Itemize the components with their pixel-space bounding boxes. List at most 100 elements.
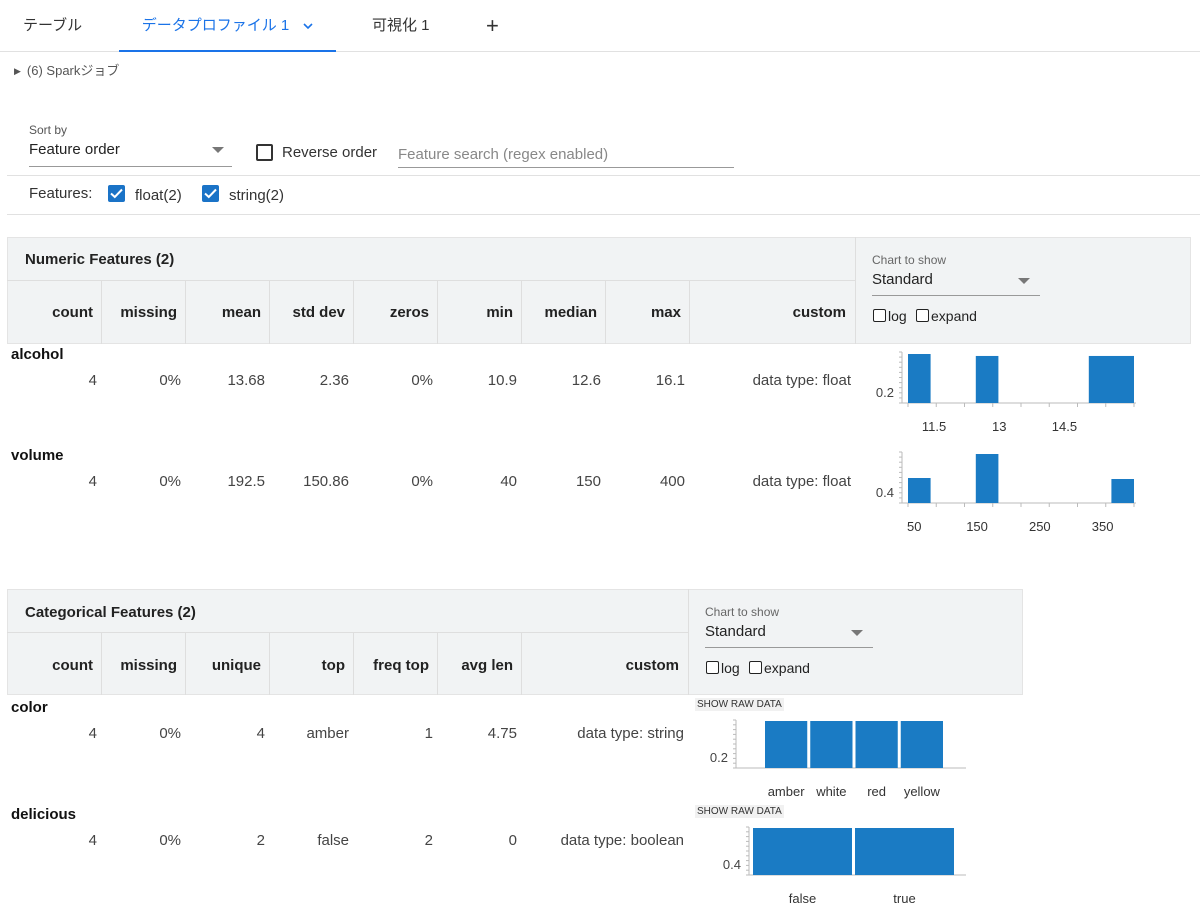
tab-visualization-label: 可視化 1 xyxy=(372,17,430,34)
divider xyxy=(7,280,855,281)
show-raw-data-button[interactable]: SHOW RAW DATA xyxy=(695,805,784,818)
check-icon xyxy=(204,188,217,199)
table-cell: 4 xyxy=(256,725,265,742)
table-cell: amber xyxy=(306,725,349,742)
divider xyxy=(353,632,354,695)
show-raw-data-button[interactable]: SHOW RAW DATA xyxy=(695,698,784,711)
col-zeros: zeros xyxy=(389,304,429,321)
feature-name: volume xyxy=(11,447,64,464)
divider xyxy=(269,632,270,695)
table-cell: data type: boolean xyxy=(560,832,684,849)
histogram-bar xyxy=(975,355,999,403)
col-mean: mean xyxy=(221,304,261,321)
x-tick-label: 350 xyxy=(1092,519,1114,534)
divider xyxy=(7,175,1200,176)
categorical-features-header xyxy=(7,589,1023,695)
x-tick-label: amber xyxy=(768,784,806,799)
expand-checkbox[interactable] xyxy=(916,309,929,322)
add-tab-button[interactable]: + xyxy=(486,13,499,38)
tab-data-profile[interactable]: データプロファイル 1 xyxy=(119,0,336,52)
table-cell: 0% xyxy=(159,372,181,389)
log-checkbox[interactable] xyxy=(873,309,886,322)
col-missing: missing xyxy=(120,304,177,321)
divider xyxy=(101,280,102,344)
col-max: max xyxy=(650,304,681,321)
x-tick-label: true xyxy=(893,891,915,906)
col-custom: custom xyxy=(625,657,679,674)
table-cell: 4 xyxy=(88,725,97,742)
spark-jobs-label: (6) Sparkジョブ xyxy=(26,63,120,78)
sort-by-select[interactable]: Feature order xyxy=(29,141,232,167)
caret-right-icon: ▶ xyxy=(14,66,21,76)
category-bar xyxy=(765,721,808,768)
col-count: count xyxy=(52,304,93,321)
chart-to-show-label: Chart to show xyxy=(872,253,947,267)
divider xyxy=(353,280,354,344)
divider xyxy=(437,632,438,695)
string-filter-checkbox[interactable] xyxy=(202,185,219,202)
table-cell: 12.6 xyxy=(571,372,601,389)
category-bar xyxy=(753,828,852,875)
log-label: log xyxy=(721,660,740,676)
divider xyxy=(521,632,522,695)
divider xyxy=(269,280,270,344)
col-unique: unique xyxy=(211,657,261,674)
x-tick-label: red xyxy=(867,784,886,799)
category-bar xyxy=(855,721,898,768)
divider xyxy=(437,280,438,344)
table-cell: data type: string xyxy=(577,725,684,742)
col-top: top xyxy=(321,657,345,674)
tab-data-profile-label: データプロファイル 1 xyxy=(141,17,290,34)
expand-label: expand xyxy=(764,660,810,676)
chevron-down-icon[interactable] xyxy=(303,0,313,52)
tab-bar: テーブル データプロファイル 1 可視化 1 + xyxy=(0,0,1200,52)
x-tick-label: 13 xyxy=(992,419,1006,434)
feature-name: delicious xyxy=(11,806,77,823)
features-label: Features: xyxy=(29,185,93,202)
tab-visualization[interactable]: 可視化 1 xyxy=(372,0,430,52)
table-cell: 40 xyxy=(500,473,517,490)
dropdown-arrow-icon xyxy=(1018,278,1030,284)
volume-histogram: 0.4 50 150 250 350 xyxy=(876,451,1136,534)
float-filter-checkbox[interactable] xyxy=(108,185,125,202)
divider xyxy=(605,280,606,344)
table-cell: 10.9 xyxy=(487,372,517,389)
col-median: median xyxy=(544,304,597,321)
feature-search-input[interactable] xyxy=(398,141,734,168)
dropdown-arrow-icon xyxy=(212,147,224,153)
divider xyxy=(689,280,690,344)
log-checkbox[interactable] xyxy=(706,661,719,674)
spark-jobs-toggle[interactable]: ▶ (6) Sparkジョブ xyxy=(14,60,119,79)
table-cell: 4 xyxy=(88,832,97,849)
divider xyxy=(521,280,522,344)
table-cell: 0 xyxy=(508,832,517,849)
tab-table[interactable]: テーブル xyxy=(23,0,82,52)
reverse-order-checkbox[interactable] xyxy=(256,144,273,161)
table-cell: 192.5 xyxy=(227,473,265,490)
table-cell: data type: float xyxy=(752,372,851,389)
float-filter-label: float(2) xyxy=(135,187,182,204)
string-filter-label: string(2) xyxy=(229,187,285,204)
table-cell: 2.36 xyxy=(319,372,349,389)
histogram-bar xyxy=(975,454,999,503)
tab-table-label: テーブル xyxy=(23,17,83,34)
table-cell: 4 xyxy=(88,372,97,389)
histogram-bar xyxy=(1088,355,1134,403)
table-cell: 0% xyxy=(159,832,181,849)
chart-to-show-select[interactable]: Standard xyxy=(872,271,1040,296)
table-cell: 0% xyxy=(159,725,181,742)
col-avg-len: avg len xyxy=(461,657,513,674)
chart-to-show-value: Standard xyxy=(872,271,933,288)
chart-to-show-select[interactable]: Standard xyxy=(705,623,873,648)
category-bar xyxy=(810,721,853,768)
color-bar-chart: amber white red yellow 0.2 xyxy=(710,719,966,799)
categorical-features-title: Categorical Features (2) xyxy=(25,604,196,621)
category-bar xyxy=(855,828,954,875)
expand-checkbox[interactable] xyxy=(749,661,762,674)
feature-name: color xyxy=(11,699,48,716)
y-tick-label: 0.2 xyxy=(876,385,894,400)
col-freq-top: freq top xyxy=(373,657,429,674)
table-cell: 13.68 xyxy=(227,372,265,389)
histogram-bar xyxy=(908,354,931,403)
col-count: count xyxy=(52,657,93,674)
